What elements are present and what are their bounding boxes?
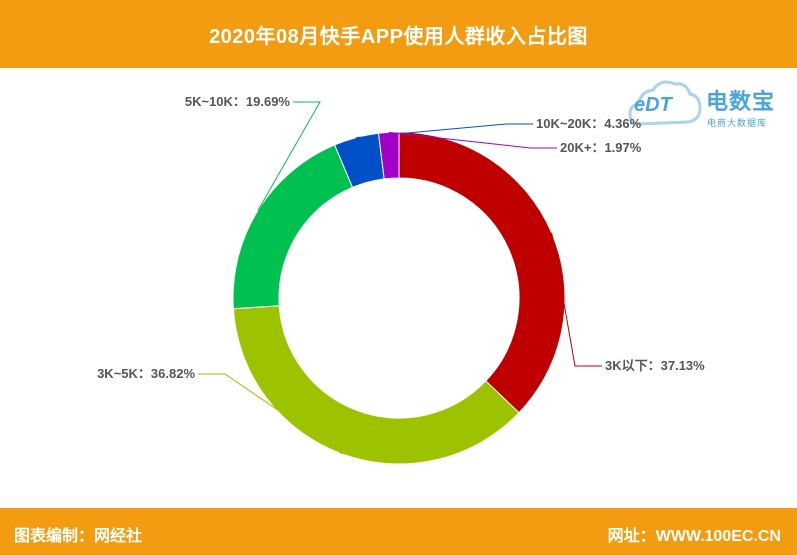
logo-subtitle: 电商大数据库 — [707, 118, 768, 128]
footer-url: 网址：WWW.100EC.CN — [607, 528, 781, 545]
logo: eDT 电数宝 电商大数据库 — [628, 72, 793, 134]
logo-mark: eDT — [634, 94, 672, 116]
slice-label-0: 3K以下：37.13% — [605, 358, 705, 373]
chart-title: 2020年08月快手APP使用人群收入占比图 — [209, 25, 588, 48]
leader-line-4 — [388, 131, 557, 149]
slice-1 — [232, 305, 520, 465]
slice-4 — [377, 131, 400, 180]
slice-label-3: 10K~20K：4.36% — [536, 116, 642, 131]
logo-brand: 电数宝 — [706, 89, 776, 114]
leader-line-0 — [551, 232, 602, 367]
slice-label-2: 5K~10K：19.69% — [185, 94, 291, 109]
leader-line-3 — [356, 123, 533, 139]
chart-footer: 图表编制：网经社 网址：WWW.100EC.CN — [0, 508, 797, 555]
slice-label-1: 3K~5K：36.82% — [97, 366, 195, 381]
cloud-edt-icon — [628, 80, 702, 126]
slice-label-4: 20K+：1.97% — [560, 140, 642, 155]
slice-2 — [232, 144, 354, 310]
footer-source: 图表编制：网经社 — [14, 528, 143, 545]
leader-line-1 — [198, 373, 343, 455]
leader-line-2 — [257, 101, 321, 211]
slice-0 — [398, 131, 566, 414]
chart-header: 2020年08月快手APP使用人群收入占比图 — [0, 0, 797, 68]
